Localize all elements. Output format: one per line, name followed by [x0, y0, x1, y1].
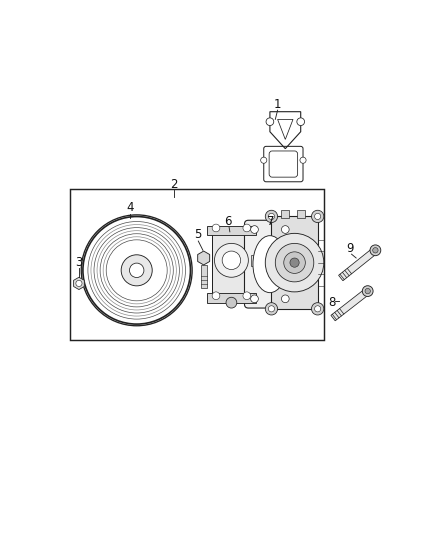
- Circle shape: [290, 258, 299, 267]
- Circle shape: [226, 297, 237, 308]
- Circle shape: [314, 213, 321, 220]
- Circle shape: [370, 245, 381, 256]
- Circle shape: [284, 252, 305, 273]
- Circle shape: [251, 295, 258, 303]
- Text: 3: 3: [75, 256, 83, 269]
- Bar: [70, 189, 324, 340]
- Circle shape: [212, 292, 220, 300]
- Circle shape: [268, 213, 275, 220]
- Text: 7: 7: [267, 215, 275, 228]
- Circle shape: [362, 286, 373, 296]
- Circle shape: [282, 225, 289, 233]
- Text: 6: 6: [224, 215, 231, 228]
- Circle shape: [268, 306, 275, 312]
- Circle shape: [300, 157, 306, 163]
- Text: 4: 4: [126, 201, 134, 214]
- Circle shape: [130, 263, 144, 278]
- Bar: [282, 210, 289, 218]
- Polygon shape: [278, 119, 293, 140]
- Polygon shape: [74, 277, 84, 289]
- Circle shape: [311, 303, 324, 315]
- Circle shape: [265, 233, 324, 292]
- Circle shape: [265, 210, 278, 223]
- Circle shape: [76, 280, 82, 287]
- Bar: [201, 265, 207, 288]
- Bar: [207, 294, 256, 303]
- Circle shape: [311, 210, 324, 223]
- Circle shape: [365, 288, 371, 294]
- Text: 8: 8: [328, 296, 335, 309]
- Circle shape: [243, 224, 251, 232]
- Bar: [297, 210, 304, 218]
- Bar: [272, 216, 318, 309]
- Bar: [207, 225, 256, 235]
- Circle shape: [121, 255, 152, 286]
- Circle shape: [297, 118, 304, 126]
- Circle shape: [314, 306, 321, 312]
- Circle shape: [243, 292, 251, 300]
- Polygon shape: [331, 288, 370, 321]
- Circle shape: [265, 303, 278, 315]
- FancyBboxPatch shape: [269, 151, 298, 177]
- Text: 5: 5: [194, 229, 202, 241]
- Circle shape: [261, 157, 267, 163]
- Circle shape: [212, 224, 220, 232]
- FancyBboxPatch shape: [244, 220, 295, 308]
- Circle shape: [215, 244, 248, 277]
- Polygon shape: [198, 251, 210, 265]
- Bar: [251, 255, 260, 265]
- Circle shape: [81, 215, 192, 326]
- Bar: [212, 230, 251, 299]
- Text: 9: 9: [346, 243, 354, 255]
- Circle shape: [251, 225, 258, 233]
- Circle shape: [222, 251, 240, 270]
- Circle shape: [282, 295, 289, 303]
- Text: 1: 1: [274, 98, 281, 110]
- Ellipse shape: [253, 236, 287, 293]
- Circle shape: [276, 244, 314, 282]
- Polygon shape: [339, 248, 378, 281]
- Circle shape: [373, 248, 378, 253]
- Circle shape: [266, 118, 274, 126]
- Text: 2: 2: [170, 179, 177, 191]
